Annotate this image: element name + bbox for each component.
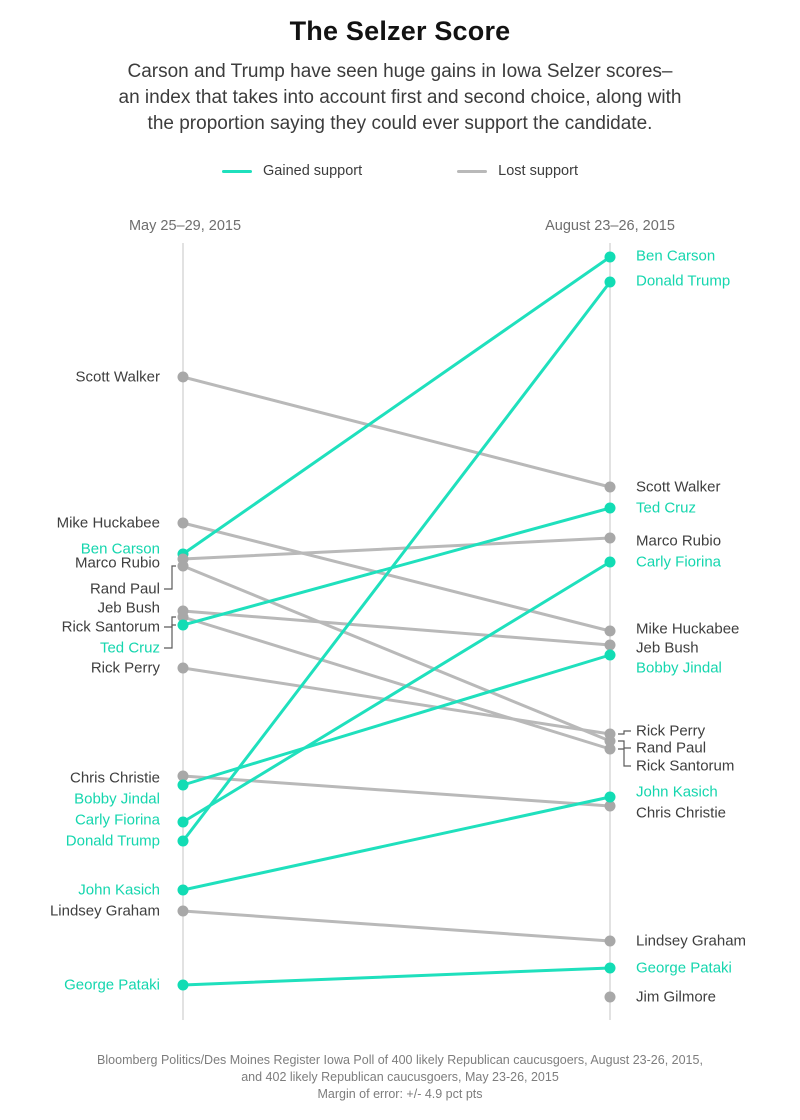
slope-line-lost [181,774,612,808]
chart-dot-left [177,884,189,896]
slope-line-lost [181,536,612,561]
chart-dot-right [604,276,616,288]
slope-line-lost [181,909,612,943]
slope-line-lost [181,564,612,743]
chart-dot-right [604,649,616,661]
slope-line-gained [181,966,612,987]
chart-dot-right [604,743,616,755]
chart-dot-left [177,770,189,782]
slope-line-gained [181,560,612,824]
chart-dot-right [604,791,616,803]
slope-line-gained [181,280,612,843]
chart-dot-right [604,639,616,651]
chart-dot-right [604,481,616,493]
leader-line-right [618,730,631,735]
footnote-line-1: Bloomberg Politics/Des Moines Register I… [97,1053,703,1067]
chart-dot-right [604,532,616,544]
leader-line-right [618,740,631,749]
leader-line-left [164,565,176,590]
chart-dot-left [177,619,189,631]
footnote-line-2: and 402 likely Republican caucusgoers, M… [241,1070,559,1084]
legend: Gained support Lost support [0,163,800,179]
slope-line-gained [181,255,612,556]
column-header-may: May 25–29, 2015 [128,218,242,234]
chart-dot-right [604,962,616,974]
footnote-line-3: Margin of error: +/- 4.9 pct pts [317,1087,483,1101]
subtitle: Carson and Trump have seen huge gains in… [0,59,800,137]
chart-dot-right [604,251,616,263]
slope-line-lost [181,375,612,489]
chart-dot-left [177,560,189,572]
lost-line-swatch [457,169,488,173]
chart-dot-right [604,935,616,947]
legend-gained-label: Gained support [263,163,363,179]
slope-line-lost [181,666,612,736]
chart-dot-left [177,905,189,917]
column-header-august: August 23–26, 2015 [545,218,675,234]
subtitle-line-3: the proportion saying they could ever su… [147,113,653,134]
slope-line-gained [181,653,612,787]
leader-line-left [164,624,176,649]
chart-dot-right [604,625,616,637]
leader-line-left [164,616,176,628]
chart-dot-left [177,779,189,791]
chart-dot-left [177,517,189,529]
chart-dot-right [604,728,616,740]
legend-item-gained: Gained support [222,163,362,179]
chart-dot-left [177,816,189,828]
slope-line-lost [181,521,612,633]
legend-item-lost: Lost support [457,163,578,179]
subtitle-line-1: Carson and Trump have seen huge gains in… [127,61,673,82]
page-title: The Selzer Score [289,16,511,46]
chart-dot-left [177,979,189,991]
gained-line-swatch [222,169,253,173]
chart-dot-right [604,556,616,568]
chart-dot-left [177,611,189,623]
chart-dot-left [177,835,189,847]
chart-dot-right [604,502,616,514]
subtitle-line-2: an index that takes into account first a… [118,87,682,108]
legend-lost-label: Lost support [498,163,578,179]
source-footnote: Bloomberg Politics/Des Moines Register I… [0,1052,800,1103]
chart-dot-right [604,800,616,812]
leader-line-right [618,748,631,767]
slope-line-gained [181,795,612,892]
slope-line-lost [181,609,612,647]
chart-dot-left [177,662,189,674]
slope-line-lost [181,615,612,751]
chart-dot-right [604,991,616,1003]
slope-line-gained [181,506,612,627]
chart-dot-left [177,371,189,383]
